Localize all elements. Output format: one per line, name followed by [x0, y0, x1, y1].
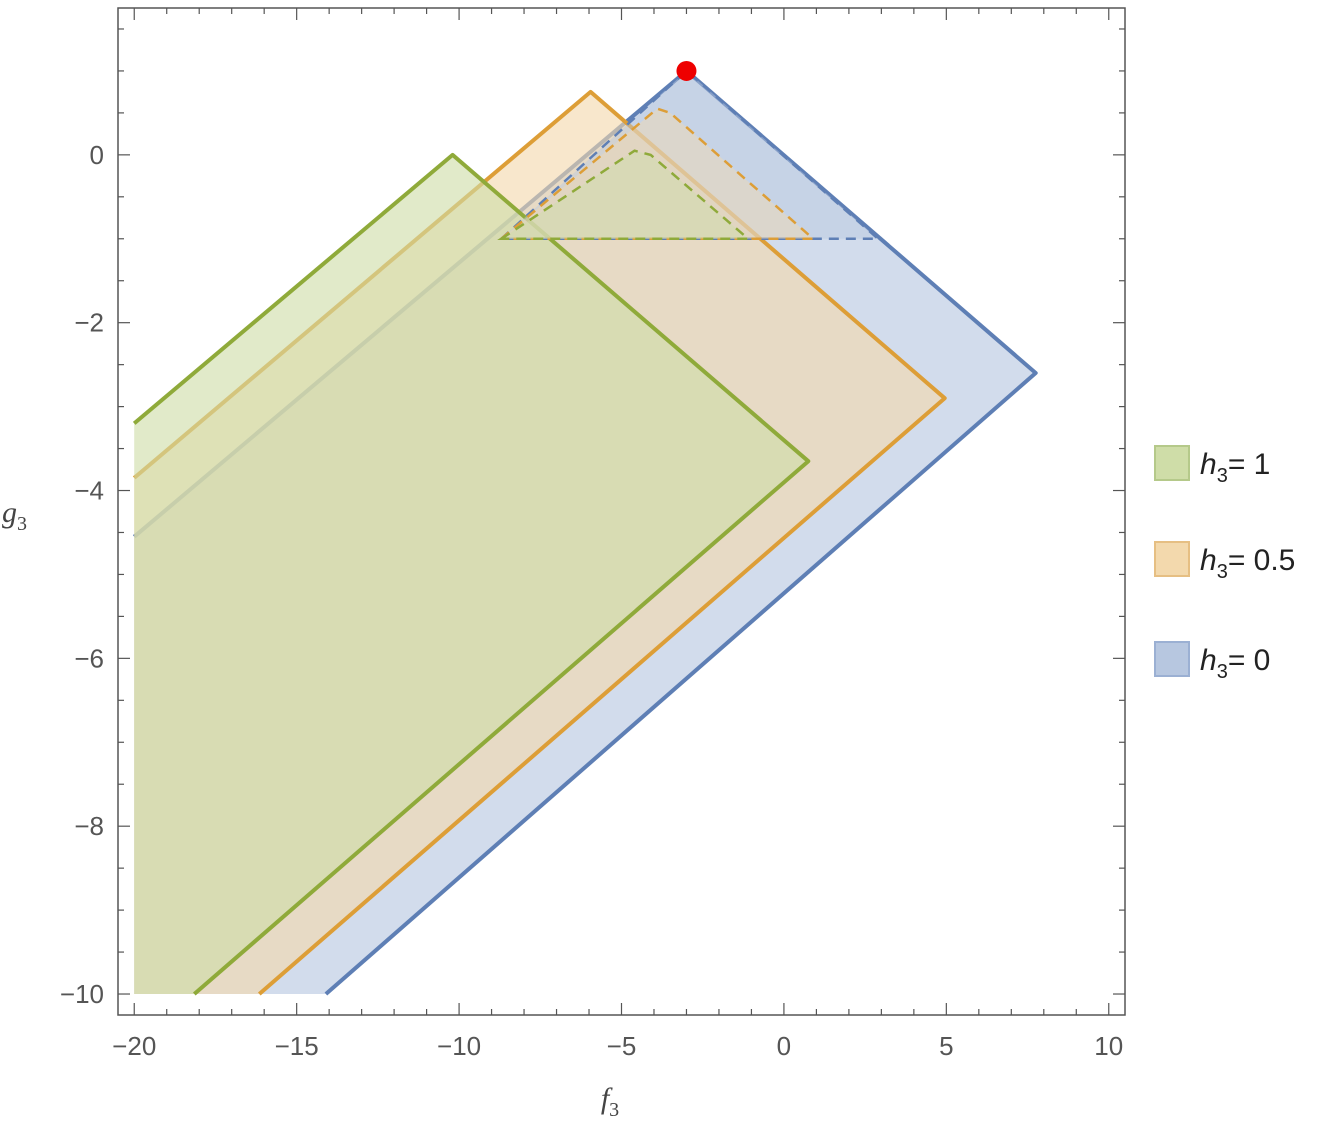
legend-sub-h3-0: 3 — [1217, 661, 1228, 683]
svg-text:h3= 0.5: h3= 0.5 — [1200, 544, 1295, 583]
x-tick-label: 0 — [777, 1031, 791, 1061]
y-tick-label: −2 — [74, 308, 104, 338]
optimum-marker — [676, 60, 697, 81]
legend-item-h3-1: h3= 1 — [1154, 445, 1270, 487]
y-tick-label: −10 — [60, 979, 104, 1009]
y-tick-label: −4 — [74, 476, 104, 506]
legend-swatch-h3-0 — [1154, 641, 1190, 677]
legend-sub-h3-0.5: 3 — [1217, 561, 1228, 583]
svg-text:h3= 1: h3= 1 — [1200, 448, 1270, 487]
legend: h3= 1 h3= 0.5 h3= 0 — [1154, 445, 1295, 683]
legend-label-h3-0.5: = 0.5 — [1228, 544, 1296, 577]
legend-swatch-h3-0.5 — [1154, 541, 1190, 577]
legend-sub-h3-1: 3 — [1217, 465, 1228, 487]
legend-var-h3-0.5: h — [1200, 544, 1217, 577]
y-axis-label: g3 — [2, 496, 27, 535]
x-tick-labels: −20 −15 −10 −5 0 5 10 — [112, 1031, 1123, 1061]
marker-layer — [676, 60, 697, 81]
region-h3-1 — [134, 154, 809, 994]
y-tick-label: −6 — [74, 643, 104, 673]
regions-layer — [132, 68, 1038, 996]
x-tick-label: −15 — [275, 1031, 319, 1061]
x-axis-label: f3 — [601, 1082, 619, 1121]
x-tick-label: −20 — [112, 1031, 156, 1061]
svg-text:h3= 0: h3= 0 — [1200, 644, 1270, 683]
legend-item-h3-0.5: h3= 0.5 — [1154, 541, 1295, 583]
legend-label-h3-0: = 0 — [1228, 644, 1271, 677]
legend-item-h3-0: h3= 0 — [1154, 641, 1270, 683]
x-tick-label: 5 — [939, 1031, 953, 1061]
legend-var-h3-0: h — [1200, 644, 1217, 677]
dashed-region-h3-1 — [497, 149, 752, 241]
dashed-layer — [497, 69, 882, 241]
y-tick-label: 0 — [90, 140, 104, 170]
x-tick-label: −5 — [607, 1031, 637, 1061]
x-tick-label: 10 — [1094, 1031, 1123, 1061]
y-tick-labels: 0 −2 −4 −6 −8 −10 — [60, 140, 104, 1009]
x-tick-label: −10 — [437, 1031, 481, 1061]
legend-var-h3-1: h — [1200, 448, 1217, 481]
y-tick-label: −8 — [74, 811, 104, 841]
region-boundary-h3-1 — [132, 152, 811, 996]
ticks-layer — [118, 8, 1125, 1015]
legend-swatch-h3-1 — [1154, 445, 1190, 481]
legend-label-h3-1: = 1 — [1228, 448, 1271, 481]
